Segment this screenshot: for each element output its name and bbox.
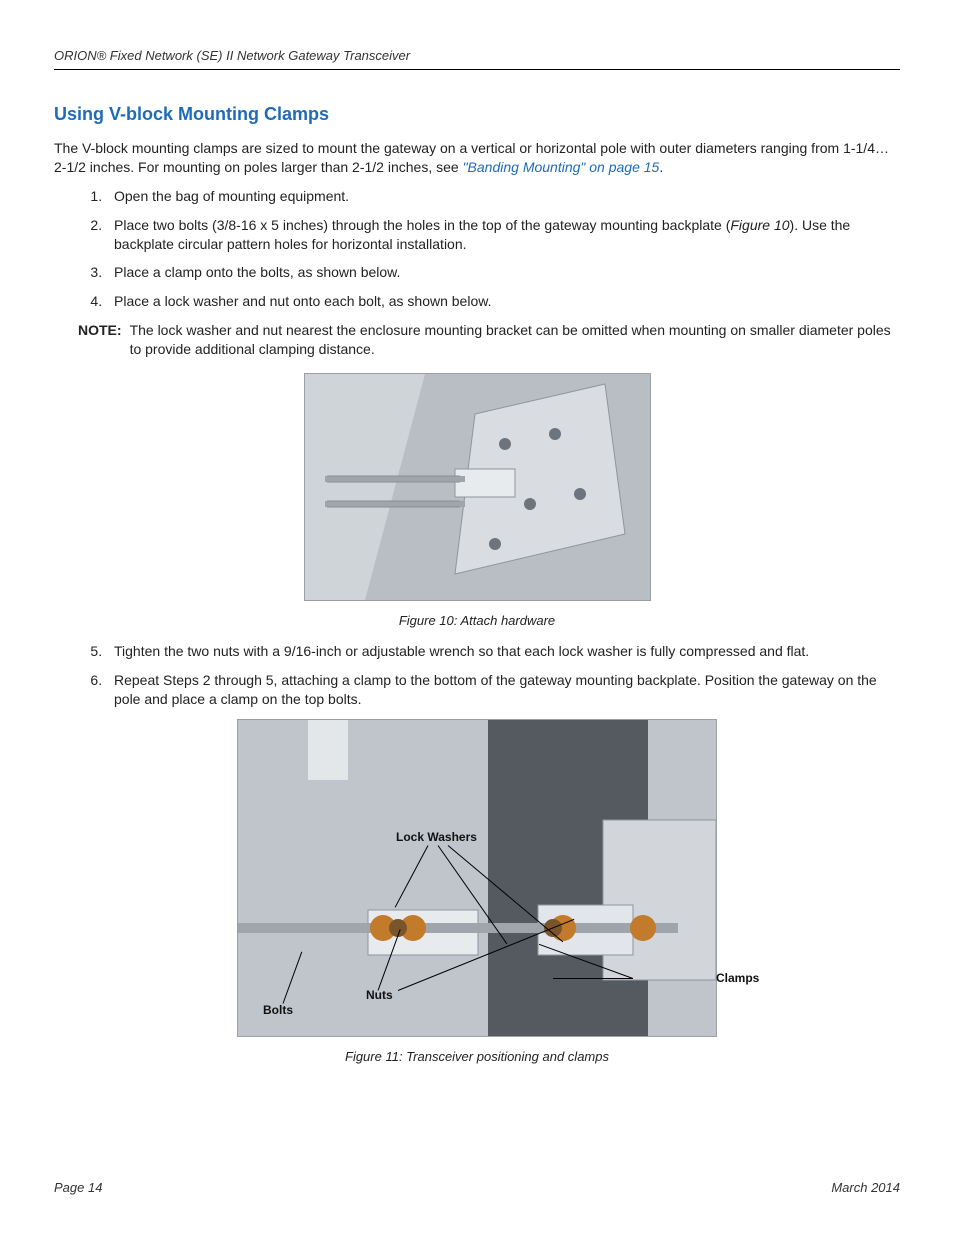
running-header: ORION® Fixed Network (SE) II Network Gat… <box>54 48 900 70</box>
figure-11-block: Lock Washers Nuts Bolts Clamps Figure 11… <box>54 719 900 1064</box>
document-page: ORION® Fixed Network (SE) II Network Gat… <box>0 0 954 1235</box>
cross-reference-link[interactable]: "Banding Mounting" on page 15 <box>463 159 660 175</box>
steps-list-part2: Tighten the two nuts with a 9/16-inch or… <box>54 642 900 709</box>
figure-10-block: Figure 10: Attach hardware <box>54 373 900 628</box>
figure-10-image <box>304 373 651 601</box>
steps-list-part1: Open the bag of mounting equipment. Plac… <box>54 187 900 311</box>
step-text: Place two bolts (3/8-16 x 5 inches) thro… <box>114 217 850 252</box>
figure-10-svg <box>305 374 650 600</box>
step-item: Place two bolts (3/8-16 x 5 inches) thro… <box>106 216 900 254</box>
step-item: Tighten the two nuts with a 9/16-inch or… <box>106 642 900 661</box>
figure-reference: Figure 10 <box>730 217 789 233</box>
note-block: NOTE: The lock washer and nut nearest th… <box>78 321 900 359</box>
step-item: Place a clamp onto the bolts, as shown b… <box>106 263 900 282</box>
intro-text-b: . <box>659 159 663 175</box>
step-item: Place a lock washer and nut onto each bo… <box>106 292 900 311</box>
step-item: Open the bag of mounting equipment. <box>106 187 900 206</box>
annotation-clamps: Clamps <box>716 971 759 985</box>
footer-date: March 2014 <box>831 1180 900 1195</box>
note-label: NOTE: <box>78 321 130 359</box>
page-footer: Page 14 March 2014 <box>54 1180 900 1195</box>
intro-paragraph: The V-block mounting clamps are sized to… <box>54 139 900 177</box>
figure-11-caption: Figure 11: Transceiver positioning and c… <box>54 1049 900 1064</box>
note-text: The lock washer and nut nearest the encl… <box>130 321 900 359</box>
step-item: Repeat Steps 2 through 5, attaching a cl… <box>106 671 900 709</box>
figure-10-caption: Figure 10: Attach hardware <box>54 613 900 628</box>
footer-page-number: Page 14 <box>54 1180 102 1195</box>
figure-11-image: Lock Washers Nuts Bolts Clamps <box>237 719 717 1037</box>
section-heading: Using V-block Mounting Clamps <box>54 104 900 125</box>
figure-11-svg <box>238 720 716 1036</box>
